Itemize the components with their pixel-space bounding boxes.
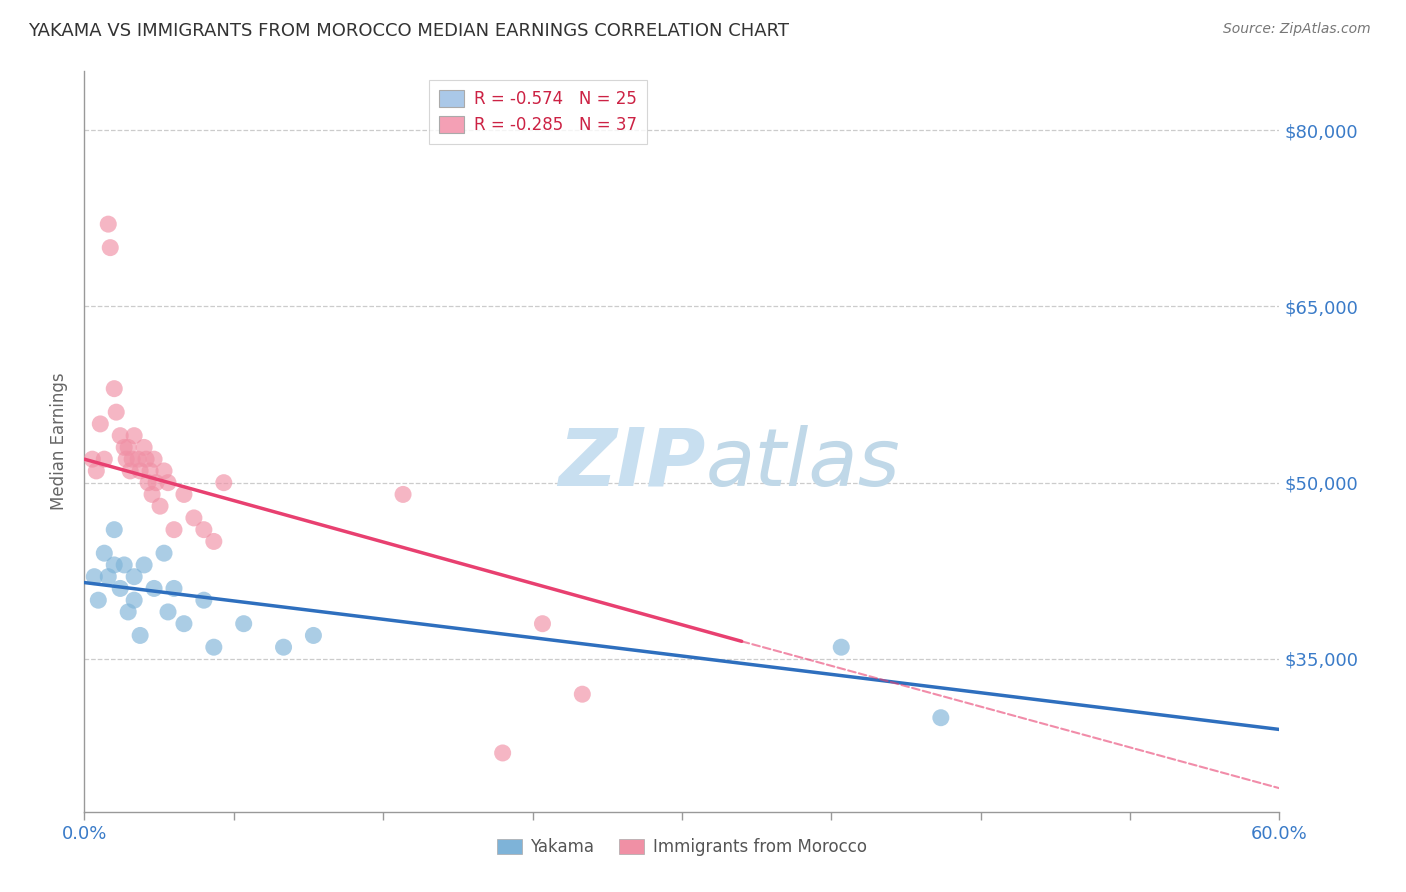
Point: [145, 475, 167, 490]
Y-axis label: Median Earnings: Median Earnings: [51, 373, 69, 510]
Point: [103, 558, 125, 572]
Point: [83, 570, 105, 584]
Point: [127, 452, 149, 467]
Point: [232, 616, 254, 631]
Point: [82, 452, 104, 467]
Point: [153, 546, 176, 560]
Point: [830, 640, 852, 655]
Point: [202, 534, 225, 549]
Point: [103, 382, 125, 396]
Point: [87, 593, 110, 607]
Point: [149, 499, 172, 513]
Point: [163, 523, 186, 537]
Point: [392, 487, 415, 501]
Text: YAKAMA VS IMMIGRANTS FROM MOROCCO MEDIAN EARNINGS CORRELATION CHART: YAKAMA VS IMMIGRANTS FROM MOROCCO MEDIAN…: [28, 22, 789, 40]
Point: [183, 511, 205, 525]
Point: [141, 487, 163, 501]
Point: [112, 558, 135, 572]
Point: [120, 464, 142, 478]
Point: [105, 405, 128, 419]
Text: ZIP: ZIP: [558, 425, 706, 503]
Point: [122, 428, 145, 442]
Point: [122, 593, 145, 607]
Point: [492, 746, 515, 760]
Point: [531, 616, 554, 631]
Point: [121, 452, 143, 467]
Point: [110, 428, 132, 442]
Point: [115, 452, 138, 467]
Point: [302, 628, 325, 642]
Point: [157, 605, 180, 619]
Legend: Yakama, Immigrants from Morocco: Yakama, Immigrants from Morocco: [491, 831, 873, 863]
Point: [143, 452, 166, 467]
Point: [173, 487, 195, 501]
Text: atlas: atlas: [706, 425, 901, 503]
Point: [86, 464, 108, 478]
Point: [110, 582, 132, 596]
Point: [97, 217, 120, 231]
Point: [97, 570, 120, 584]
Point: [173, 616, 195, 631]
Point: [193, 593, 215, 607]
Point: [143, 582, 166, 596]
Point: [112, 441, 135, 455]
Point: [122, 570, 145, 584]
Point: [136, 475, 159, 490]
Point: [193, 523, 215, 537]
Point: [139, 464, 162, 478]
Text: Source: ZipAtlas.com: Source: ZipAtlas.com: [1223, 22, 1371, 37]
Point: [153, 464, 176, 478]
Point: [89, 417, 111, 431]
Point: [103, 523, 125, 537]
Point: [135, 452, 157, 467]
Point: [212, 475, 235, 490]
Point: [929, 711, 952, 725]
Point: [163, 582, 186, 596]
Point: [129, 464, 152, 478]
Point: [117, 605, 139, 619]
Point: [157, 475, 180, 490]
Point: [132, 441, 156, 455]
Point: [117, 441, 139, 455]
Point: [93, 452, 115, 467]
Point: [273, 640, 295, 655]
Point: [129, 628, 152, 642]
Point: [93, 546, 115, 560]
Point: [202, 640, 225, 655]
Point: [571, 687, 593, 701]
Point: [132, 558, 156, 572]
Point: [98, 241, 121, 255]
